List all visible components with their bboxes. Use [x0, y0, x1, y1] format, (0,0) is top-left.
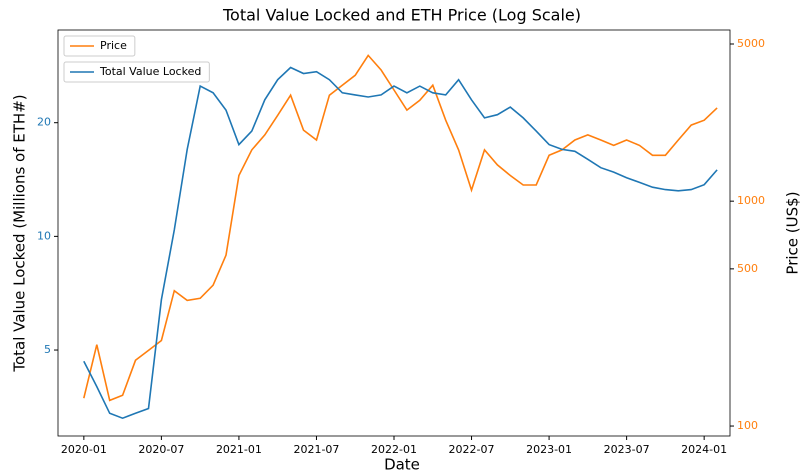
y-tick-label: 20	[37, 116, 51, 129]
y-tick-label: 10	[37, 229, 51, 242]
x-tick-label: 2023-07	[604, 443, 650, 456]
legend-label: Total Value Locked	[99, 65, 201, 78]
legend-box	[63, 35, 136, 57]
y2-tick-label: 100	[737, 419, 758, 432]
x-tick-label: 2024-01	[681, 443, 727, 456]
x-tick-label: 2021-07	[293, 443, 339, 456]
y2-tick-label: 500	[737, 262, 758, 275]
x-tick-label: 2021-01	[216, 443, 262, 456]
x-tick-label: 2020-01	[61, 443, 107, 456]
y-tick-label: 5	[44, 343, 51, 356]
x-tick-label: 2022-01	[371, 443, 417, 456]
series-line	[83, 66, 718, 420]
x-tick-label: 2020-07	[138, 443, 184, 456]
y2-tick-label: 1000	[737, 194, 765, 207]
series-line	[83, 54, 718, 402]
x-axis-label: Date	[384, 456, 420, 474]
y-axis-label: Total Value Locked (Millions of ETH#)	[11, 94, 29, 372]
y2-tick-label: 5000	[737, 37, 765, 50]
chart-title: Total Value Locked and ETH Price (Log Sc…	[222, 6, 581, 25]
x-tick-label: 2023-01	[526, 443, 572, 456]
legend-box	[63, 61, 210, 83]
y2-axis-label: Price (US$)	[784, 191, 802, 274]
x-tick-label: 2022-07	[449, 443, 495, 456]
legend-label: Price	[100, 39, 127, 52]
